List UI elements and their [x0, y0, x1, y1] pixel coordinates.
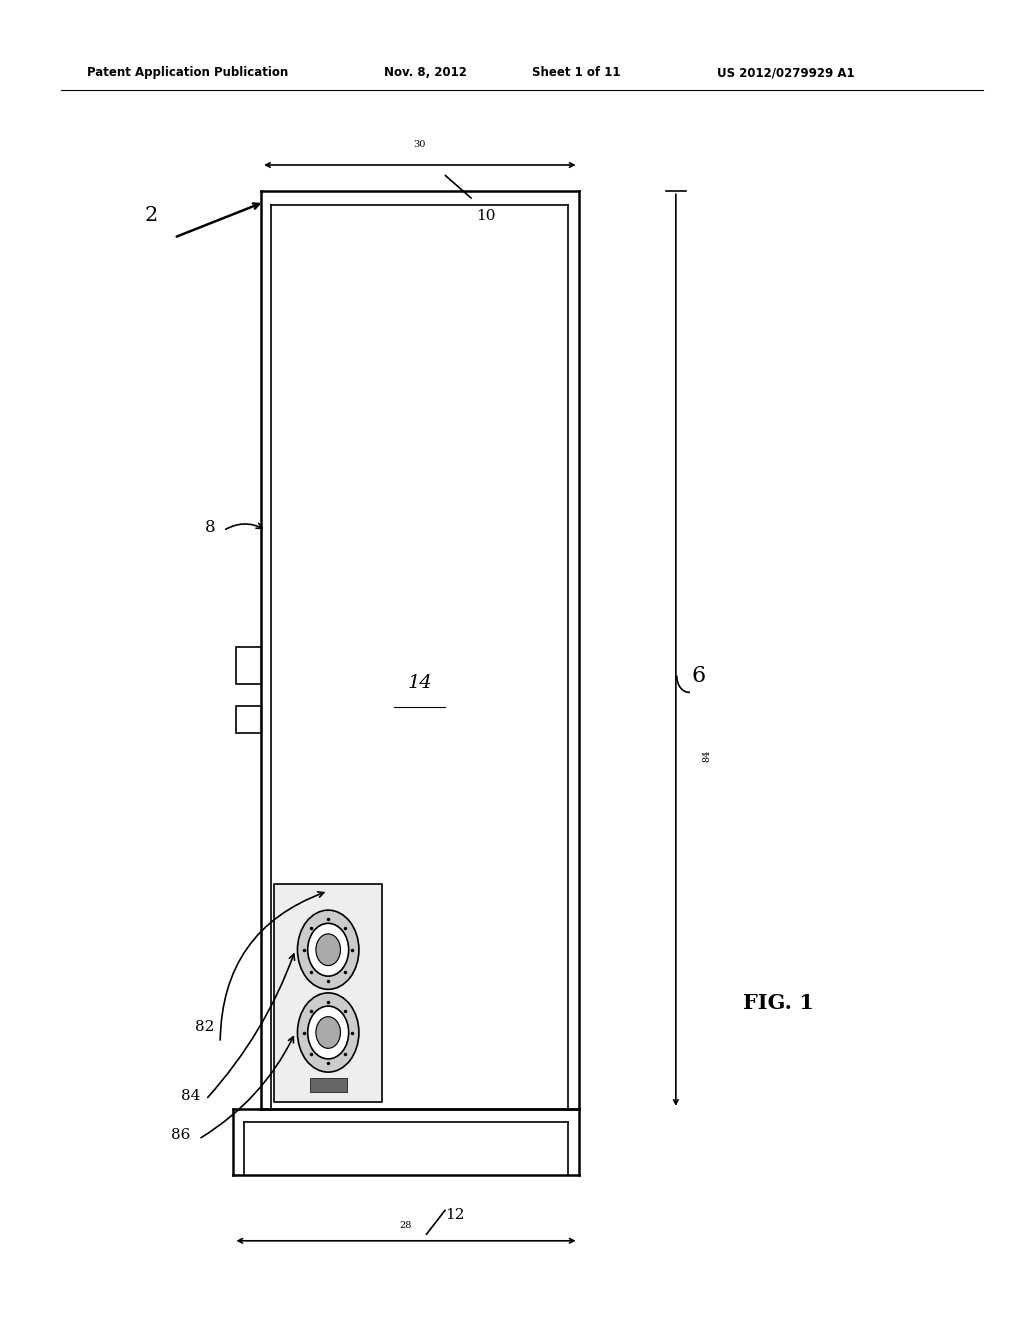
Text: Nov. 8, 2012: Nov. 8, 2012 [384, 66, 467, 79]
Circle shape [297, 909, 359, 990]
Text: Sheet 1 of 11: Sheet 1 of 11 [532, 66, 621, 79]
Bar [236, 647, 261, 684]
Text: US 2012/0279929 A1: US 2012/0279929 A1 [717, 66, 854, 79]
Text: 10: 10 [476, 209, 496, 223]
Text: 8: 8 [205, 520, 215, 536]
Text: 2: 2 [145, 206, 158, 224]
Circle shape [297, 993, 359, 1072]
Text: 12: 12 [444, 1208, 465, 1222]
Text: FIG. 1: FIG. 1 [742, 993, 814, 1014]
Text: 84: 84 [702, 750, 711, 762]
Text: 30: 30 [414, 140, 426, 149]
Circle shape [307, 924, 348, 975]
Bar [309, 1078, 346, 1092]
Text: 84: 84 [181, 1089, 200, 1102]
Text: 82: 82 [196, 1020, 214, 1034]
Text: Patent Application Publication: Patent Application Publication [87, 66, 289, 79]
Text: 14: 14 [408, 675, 432, 692]
Text: 6: 6 [691, 665, 706, 688]
Bar [236, 706, 261, 733]
Text: 86: 86 [171, 1129, 189, 1142]
Bar [274, 884, 382, 1102]
Circle shape [315, 933, 340, 965]
Circle shape [315, 1016, 340, 1048]
Circle shape [307, 1006, 348, 1059]
Text: 28: 28 [399, 1221, 413, 1230]
